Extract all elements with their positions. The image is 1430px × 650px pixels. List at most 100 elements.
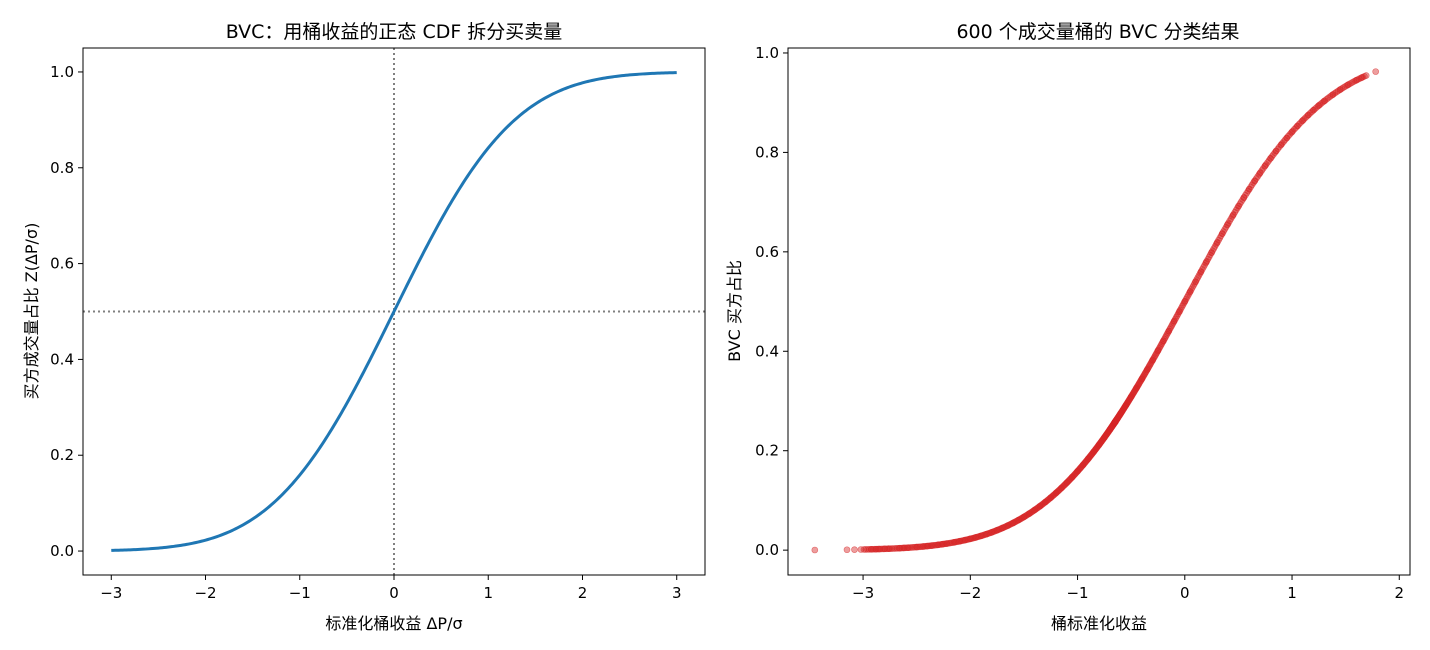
right-scatter-point: [867, 545, 875, 553]
right-scatter-point: [880, 545, 887, 553]
right-scatter-point: [1184, 291, 1192, 299]
right-scatter-point: [897, 544, 904, 552]
right-scatter-point: [1178, 303, 1186, 310]
left-x-tick-label: −2: [194, 584, 216, 602]
right-y-tick-label: 0.0: [755, 541, 779, 559]
right-scatter-point: [1350, 78, 1358, 85]
left-cdf-series-line: [111, 71, 677, 552]
right-scatter-point: [843, 546, 851, 554]
right-y-tick-label: 0.6: [755, 243, 779, 261]
right-scatter-point: [864, 546, 871, 553]
right-scatter-point: [851, 546, 858, 553]
chart-right: 600 个成交量桶的 BVC 分类结果 −3 −2 −1 0 1 2 0.0 0.2 0.4 0.…: [725, 21, 1411, 633]
right-scatter-point: [873, 545, 880, 553]
left-axes-frame: [82, 47, 706, 576]
right-scatter-point: [811, 546, 819, 554]
right-scatter-point: [1361, 73, 1368, 80]
right-x-tick-label: 0: [1180, 584, 1190, 602]
right-scatter-point: [893, 545, 901, 552]
right-scatter-point: [1185, 289, 1193, 297]
right-scatter-point: [871, 545, 878, 553]
right-x-tick-label: −2: [959, 584, 981, 602]
right-x-tick-label: −3: [852, 584, 874, 602]
right-scatter-point: [874, 545, 882, 553]
right-x-axis-label: 桶标准化收益: [1051, 614, 1147, 633]
right-scatter-point: [1188, 286, 1195, 293]
right-plot-area: −3 −2 −1 0 1 2 0.0 0.2 0.4 0.6 0.8 1.0: [755, 44, 1404, 602]
right-scatter-point: [1175, 308, 1183, 316]
right-scatter-point: [876, 545, 884, 553]
right-axes-frame: [787, 47, 1411, 576]
right-y-axis-label: BVC 买方占比: [725, 260, 744, 362]
right-scatter-point: [898, 544, 906, 552]
right-scatter-point: [886, 545, 894, 552]
left-y-tick-label: 1.0: [50, 63, 74, 81]
right-scatter-point: [900, 544, 908, 552]
left-x-tick-label: 2: [578, 584, 588, 602]
right-scatter-point: [1177, 305, 1185, 312]
left-plot-area: −3 −2 −1 0 1 2 3 0.0 0.2 0.4 0.6 0.8 1.0: [50, 48, 705, 602]
left-x-tick-label: 0: [389, 584, 399, 602]
right-scatter-point: [1359, 73, 1366, 81]
right-scatter-point: [890, 545, 897, 552]
right-y-tick-label: 0.2: [755, 442, 779, 460]
right-scatter-point: [1194, 274, 1202, 281]
right-scatter-point: [860, 546, 868, 553]
right-scatter-point: [1372, 68, 1379, 75]
right-scatter-point: [1174, 310, 1182, 318]
left-x-tick-label: 3: [672, 584, 682, 602]
right-scatter-point: [1352, 77, 1359, 84]
right-scatter-point: [1197, 268, 1205, 275]
chart-left: BVC：用桶收益的正态 CDF 拆分买卖量 −3 −2 −1 0 1 2 3 0.0 0.2 0.…: [22, 21, 706, 633]
right-scatter-point: [1173, 312, 1181, 319]
right-scatter-point: [878, 545, 885, 553]
left-y-tick-label: 0.6: [50, 255, 74, 273]
right-scatter-point: [883, 545, 891, 553]
right-y-tick-label: 0.8: [755, 143, 779, 161]
right-scatter-point: [902, 544, 909, 552]
left-x-tick-label: −1: [289, 584, 311, 602]
left-chart-title: BVC：用桶收益的正态 CDF 拆分买卖量: [226, 21, 563, 43]
left-y-tick-label: 0.2: [50, 446, 74, 464]
right-y-tick-label: 0.4: [755, 342, 779, 360]
right-x-tick-label: −1: [1066, 584, 1088, 602]
right-scatter-point: [1189, 284, 1196, 291]
left-x-axis-label: 标准化桶收益 ΔP/σ: [325, 614, 462, 633]
right-scatter-point: [1354, 76, 1361, 84]
right-scatter-point: [1180, 299, 1188, 307]
right-scatter-point: [888, 545, 896, 552]
left-y-axis-label: 买方成交量占比 Z(ΔP/σ): [22, 223, 41, 400]
right-x-tick-label: 2: [1395, 584, 1405, 602]
right-scatter-point: [1179, 301, 1187, 308]
right-scatter-point: [866, 546, 873, 553]
right-scatter-point: [881, 545, 889, 553]
right-scatter-point: [1196, 270, 1204, 277]
right-scatter-point: [1183, 293, 1191, 301]
left-y-tick-label: 0.0: [50, 542, 74, 560]
right-chart-title: 600 个成交量桶的 BVC 分类结果: [956, 21, 1239, 43]
right-scatter-point: [869, 545, 877, 553]
left-y-tick-label: 0.8: [50, 159, 74, 177]
right-scatter-point: [1355, 75, 1363, 83]
left-x-tick-label: 1: [483, 584, 493, 602]
right-scatter-point: [1357, 74, 1365, 82]
right-scatter-point: [1190, 282, 1197, 289]
right-scatter-point: [885, 545, 892, 553]
right-scatter-point: [1176, 306, 1184, 314]
right-scatter-point: [1181, 297, 1189, 305]
right-scatter-point: [862, 546, 870, 553]
right-scatter-point: [1200, 264, 1207, 271]
right-scatter-point: [1182, 295, 1190, 303]
right-scatter-point: [1187, 288, 1194, 295]
right-y-tick-label: 1.0: [755, 44, 779, 62]
left-x-tick-label: −3: [100, 584, 122, 602]
right-scatter-point: [1198, 266, 1206, 273]
right-scatter-point: [892, 545, 899, 552]
right-scatter-point: [1191, 280, 1198, 287]
right-scatter-point: [1195, 272, 1203, 279]
right-scatter-point: [1362, 72, 1370, 79]
right-x-tick-label: 1: [1287, 584, 1297, 602]
right-scatter-point: [1172, 315, 1179, 323]
right-scatter-point: [1193, 276, 1201, 283]
